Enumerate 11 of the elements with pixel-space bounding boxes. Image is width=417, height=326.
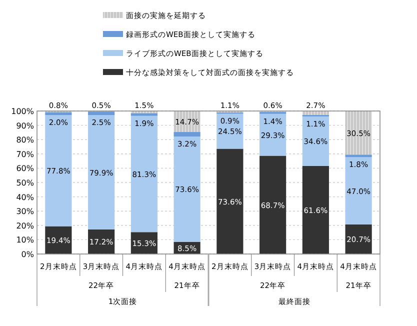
y-tick-label: 40% <box>16 192 34 202</box>
y-tick-label: 100% <box>11 107 34 116</box>
y-tick-label: 10% <box>16 236 34 245</box>
y-tick-label: 70% <box>16 150 34 159</box>
y-tick-label: 30% <box>16 207 34 216</box>
y-tick-label: 50% <box>16 178 34 188</box>
y-tick-label: 80% <box>16 136 34 145</box>
y-tick-label: 60% <box>16 164 34 174</box>
y-tick-label: 90% <box>16 121 34 130</box>
y-tick-label: 20% <box>16 221 34 230</box>
y-tick-label: 0% <box>21 250 34 259</box>
